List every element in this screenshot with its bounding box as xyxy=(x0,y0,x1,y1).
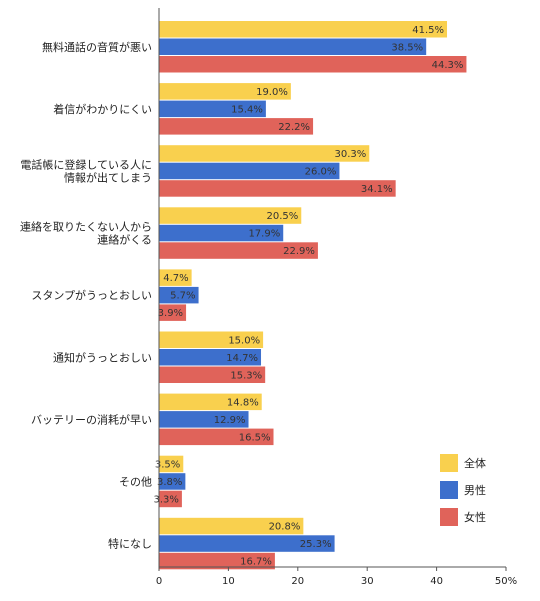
bar-value-label: 5.7% xyxy=(170,291,195,302)
bar xyxy=(159,224,284,242)
bar xyxy=(159,304,187,321)
bar-value-label: 22.9% xyxy=(283,246,315,257)
bar-value-label: 12.9% xyxy=(214,415,246,426)
bar xyxy=(159,118,314,135)
category-label: スタンプがうっとおしい xyxy=(31,288,152,302)
bar-value-label: 16.7% xyxy=(240,557,272,568)
bar-value-label: 38.5% xyxy=(391,42,423,53)
bar xyxy=(159,269,192,286)
bar-value-label: 15.0% xyxy=(228,335,260,346)
bar-value-label: 19.0% xyxy=(256,87,288,98)
bar xyxy=(159,455,184,473)
bar xyxy=(159,100,266,118)
bar xyxy=(159,38,427,55)
legend-label: 女性 xyxy=(464,510,486,524)
bar xyxy=(159,331,264,348)
bar xyxy=(159,473,186,490)
x-tick-label: 0 xyxy=(156,576,162,587)
legend-swatch xyxy=(440,481,458,499)
x-tick-label: 10 xyxy=(222,576,235,587)
x-axis: 0 10 20 30 40 50% xyxy=(156,8,517,587)
legend-label: 男性 xyxy=(464,483,486,497)
x-tick-label: 20 xyxy=(291,576,304,587)
bar xyxy=(159,366,266,383)
bar-value-label: 15.4% xyxy=(231,104,263,115)
bar-value-label: 15.3% xyxy=(230,370,262,381)
bar xyxy=(159,349,262,366)
x-tick-label: 30 xyxy=(361,576,374,587)
bar-value-label: 20.5% xyxy=(266,211,298,222)
category-label: 通知がうっとおしい xyxy=(53,350,152,364)
x-tick-label: 50% xyxy=(495,576,517,587)
bar xyxy=(159,428,274,446)
bar-value-label: 34.1% xyxy=(361,184,393,195)
bar-value-label: 25.3% xyxy=(300,539,332,550)
bar xyxy=(159,393,262,411)
bar xyxy=(159,490,182,508)
bar-value-label: 3.9% xyxy=(158,308,183,319)
labels-layer: 41.5% 38.5% 44.3% 無料通話の音質が悪い 19.0% 15.4% 22.2%… xyxy=(20,25,463,568)
bar xyxy=(159,207,302,224)
bar-value-label: 14.8% xyxy=(227,397,259,408)
legend-swatch xyxy=(440,508,458,526)
x-tick-label: 40 xyxy=(430,576,443,587)
bar-value-label: 22.2% xyxy=(278,122,310,133)
bar-value-label: 3.3% xyxy=(153,494,178,505)
category-label: 特になし xyxy=(108,537,152,551)
bars-layer xyxy=(159,21,467,570)
bar-value-label: 4.7% xyxy=(163,273,188,284)
bar-value-label: 17.9% xyxy=(248,229,280,240)
category-label: 連絡を取りたくない人から xyxy=(20,220,152,234)
bar xyxy=(159,21,448,38)
bar-value-label: 16.5% xyxy=(239,432,271,443)
category-label: バッテリーの消耗が早い xyxy=(31,412,152,426)
bar-value-label: 30.3% xyxy=(335,149,367,160)
legend-swatch xyxy=(440,454,458,472)
bar xyxy=(159,56,467,73)
category-label: 無料通話の音質が悪い xyxy=(42,40,152,54)
bar xyxy=(159,517,304,535)
category-label: 着信がわかりにくい xyxy=(53,102,152,116)
legend-label: 全体 xyxy=(464,456,486,470)
bar-value-label: 41.5% xyxy=(412,25,444,36)
bar xyxy=(159,83,291,100)
bar xyxy=(159,162,340,180)
bar xyxy=(159,180,396,197)
bar-value-label: 14.7% xyxy=(226,353,258,364)
bar-value-label: 3.5% xyxy=(155,459,180,470)
bar-value-label: 20.8% xyxy=(269,522,301,533)
bar xyxy=(159,286,199,304)
bar xyxy=(159,145,370,162)
bar-value-label: 3.8% xyxy=(157,477,182,488)
bar xyxy=(159,535,335,552)
bar-value-label: 44.3% xyxy=(432,60,464,71)
category-label: 連絡がくる xyxy=(97,233,152,247)
bar xyxy=(159,552,275,570)
bar xyxy=(159,242,318,259)
category-label: 電話帳に登録している人に xyxy=(20,157,152,171)
bar xyxy=(159,411,249,428)
category-label: その他 xyxy=(119,475,152,488)
category-label: 情報が出てしまう xyxy=(64,170,152,184)
bar-value-label: 26.0% xyxy=(305,166,337,177)
